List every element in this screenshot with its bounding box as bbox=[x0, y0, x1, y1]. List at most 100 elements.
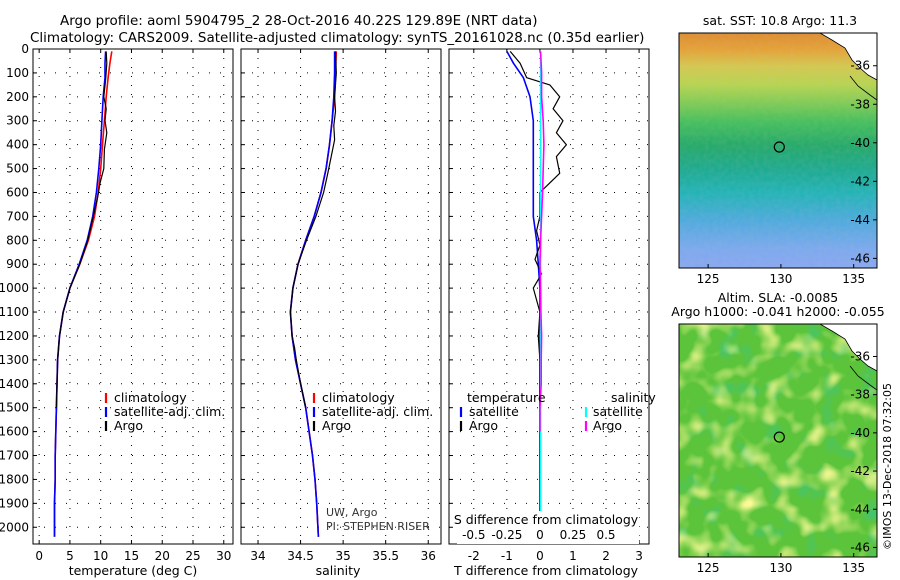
sla-argo-marker bbox=[773, 431, 785, 443]
header-line-1: Argo profile: aoml 5904795_2 28-Oct-2016… bbox=[60, 13, 537, 29]
depth-tick-label: 600 bbox=[6, 185, 29, 199]
map-x-tick-label: 130 bbox=[769, 561, 792, 575]
sla-map-frame bbox=[678, 323, 878, 558]
s-tick-label: 0.5 bbox=[596, 528, 615, 542]
temperature-ticks: 0 5 10 15 20 25 30 bbox=[33, 48, 231, 563]
coastline-sla bbox=[819, 324, 877, 372]
map-x-tick-label: 125 bbox=[697, 272, 720, 286]
sla-map: 125 130 135 -36 -38 -40 -42 -44 -46 bbox=[678, 323, 878, 575]
x-tick-label: 15 bbox=[124, 549, 139, 563]
series-line-t-argo bbox=[509, 51, 568, 408]
map-y-tick-label: -42 bbox=[850, 174, 870, 188]
temperature-grid bbox=[33, 48, 233, 544]
map-y-tick-label: -44 bbox=[850, 213, 870, 227]
depth-tick-label: 1400 bbox=[0, 377, 29, 391]
legend-label: Argo bbox=[322, 418, 351, 433]
depth-tick-label: 900 bbox=[6, 257, 29, 271]
temperature-xlabel: temperature (deg C) bbox=[69, 563, 198, 578]
depth-tick-label: 300 bbox=[6, 114, 29, 128]
x-tick-label: 2 bbox=[602, 549, 610, 563]
salinity-xlabel: salinity bbox=[316, 563, 361, 578]
depth-axis: 0 100 200 300 400 500 600 700 800 900 1000 1100 1200… bbox=[0, 42, 29, 534]
legend-label: Argo bbox=[593, 418, 622, 433]
depth-tick-label: 1700 bbox=[0, 449, 29, 463]
map-x-tick-label: 125 bbox=[697, 561, 720, 575]
legend-label: Argo bbox=[469, 418, 498, 433]
depth-tick-label: 100 bbox=[6, 66, 29, 80]
depth-tick-label: 0 bbox=[21, 42, 29, 56]
legend-label: climatology bbox=[322, 390, 395, 405]
series-line-satellite-adj-clim- bbox=[53, 51, 107, 537]
salinity-panel: 34 34.5 35 35.5 36 salinity climatologysatel… bbox=[240, 48, 442, 578]
map-y-tick-label: -40 bbox=[850, 426, 870, 440]
salinity-panel-frame bbox=[240, 48, 442, 545]
depth-tick-label: 400 bbox=[6, 138, 29, 152]
depth-tick-label: 1900 bbox=[0, 496, 29, 510]
map-y-tick-label: -42 bbox=[850, 464, 870, 478]
depth-tick-label: 500 bbox=[6, 162, 29, 176]
series-line-argo bbox=[289, 51, 337, 408]
imos-watermark: ©IMOS 13-Dec-2018 07:32:05 bbox=[881, 383, 894, 550]
sst-map-title: sat. SST: 10.8 Argo: 11.3 bbox=[703, 13, 857, 28]
temperature-panel: 0 5 10 15 20 25 30 temperature (deg C) climato… bbox=[32, 48, 234, 578]
depth-tick-label: 1100 bbox=[0, 305, 29, 319]
depth-tick-label: 700 bbox=[6, 209, 29, 223]
map-y-tick-label: -38 bbox=[850, 388, 870, 402]
header-line-2: Climatology: CARS2009. Satellite-adjuste… bbox=[30, 30, 644, 46]
difference-xlabel: T difference from climatology bbox=[453, 563, 639, 578]
depth-tick-label: 800 bbox=[6, 233, 29, 247]
coastline-sst bbox=[819, 33, 877, 81]
x-tick-label: 20 bbox=[155, 549, 170, 563]
credit-line-2: PI: STEPHEN RISER bbox=[326, 520, 430, 533]
x-tick-label: 0 bbox=[536, 549, 544, 563]
map-y-tick-label: -38 bbox=[850, 97, 870, 111]
series-line-s-argo bbox=[539, 51, 545, 432]
x-tick-label: 35 bbox=[335, 549, 350, 563]
x-tick-label: 36 bbox=[421, 549, 436, 563]
temperature-panel-frame bbox=[32, 48, 234, 545]
x-tick-label: 1 bbox=[569, 549, 577, 563]
series-line-argo bbox=[55, 51, 108, 408]
depth-tick-label: 1300 bbox=[0, 353, 29, 367]
depth-tick-label: 2000 bbox=[0, 520, 29, 534]
coast-shelf-sla bbox=[849, 365, 877, 391]
x-tick-label: 0 bbox=[35, 549, 43, 563]
s-tick-label: -0.5 bbox=[462, 528, 485, 542]
s-tick-label: -0.25 bbox=[491, 528, 522, 542]
s-axis-backdrop bbox=[457, 511, 639, 544]
depth-tick-label: 1500 bbox=[0, 401, 29, 415]
depth-tick-label: 1000 bbox=[0, 281, 29, 295]
series-line-climatology bbox=[53, 51, 113, 537]
depth-tick-label: 1600 bbox=[0, 425, 29, 439]
sst-texture bbox=[679, 33, 877, 268]
legend-label: satellite-adj. clim. bbox=[322, 404, 433, 419]
x-tick-label: 30 bbox=[216, 549, 231, 563]
x-tick-label: 5 bbox=[66, 549, 74, 563]
difference-legend: temperature salinitysatelliteArgosatellit… bbox=[459, 390, 656, 433]
map-x-tick-label: 130 bbox=[769, 272, 792, 286]
legend-label: satellite bbox=[593, 404, 643, 419]
map-y-tick-label: -46 bbox=[850, 251, 870, 265]
salinity-series bbox=[289, 51, 338, 537]
difference-grid bbox=[449, 48, 649, 544]
difference-panel: -2 -1 0 1 2 3 T difference from climatology S… bbox=[448, 48, 656, 578]
x-tick-label: 3 bbox=[635, 549, 643, 563]
sla-highs bbox=[679, 324, 877, 557]
temperature-series bbox=[53, 51, 113, 537]
sst-map: 125 130 135 -36 -38 -40 -42 -44 -46 bbox=[678, 32, 878, 286]
depth-tick-label: 1800 bbox=[0, 472, 29, 486]
series-line-satellite-adj-clim- bbox=[289, 51, 336, 537]
s-tick-label: 0 bbox=[536, 528, 544, 542]
legend-title-salinity: salinity bbox=[611, 390, 656, 405]
map-x-tick-label: 135 bbox=[842, 561, 865, 575]
map-y-tick-label: -36 bbox=[850, 349, 870, 363]
map-y-tick-label: -40 bbox=[850, 136, 870, 150]
legend-label: climatology bbox=[114, 390, 187, 405]
difference-panel-frame bbox=[448, 48, 650, 545]
legend-title-temperature: temperature bbox=[467, 390, 546, 405]
s-tick-label: 0.25 bbox=[560, 528, 587, 542]
sla-map-title-1: Altim. SLA: -0.0085 bbox=[718, 290, 838, 305]
